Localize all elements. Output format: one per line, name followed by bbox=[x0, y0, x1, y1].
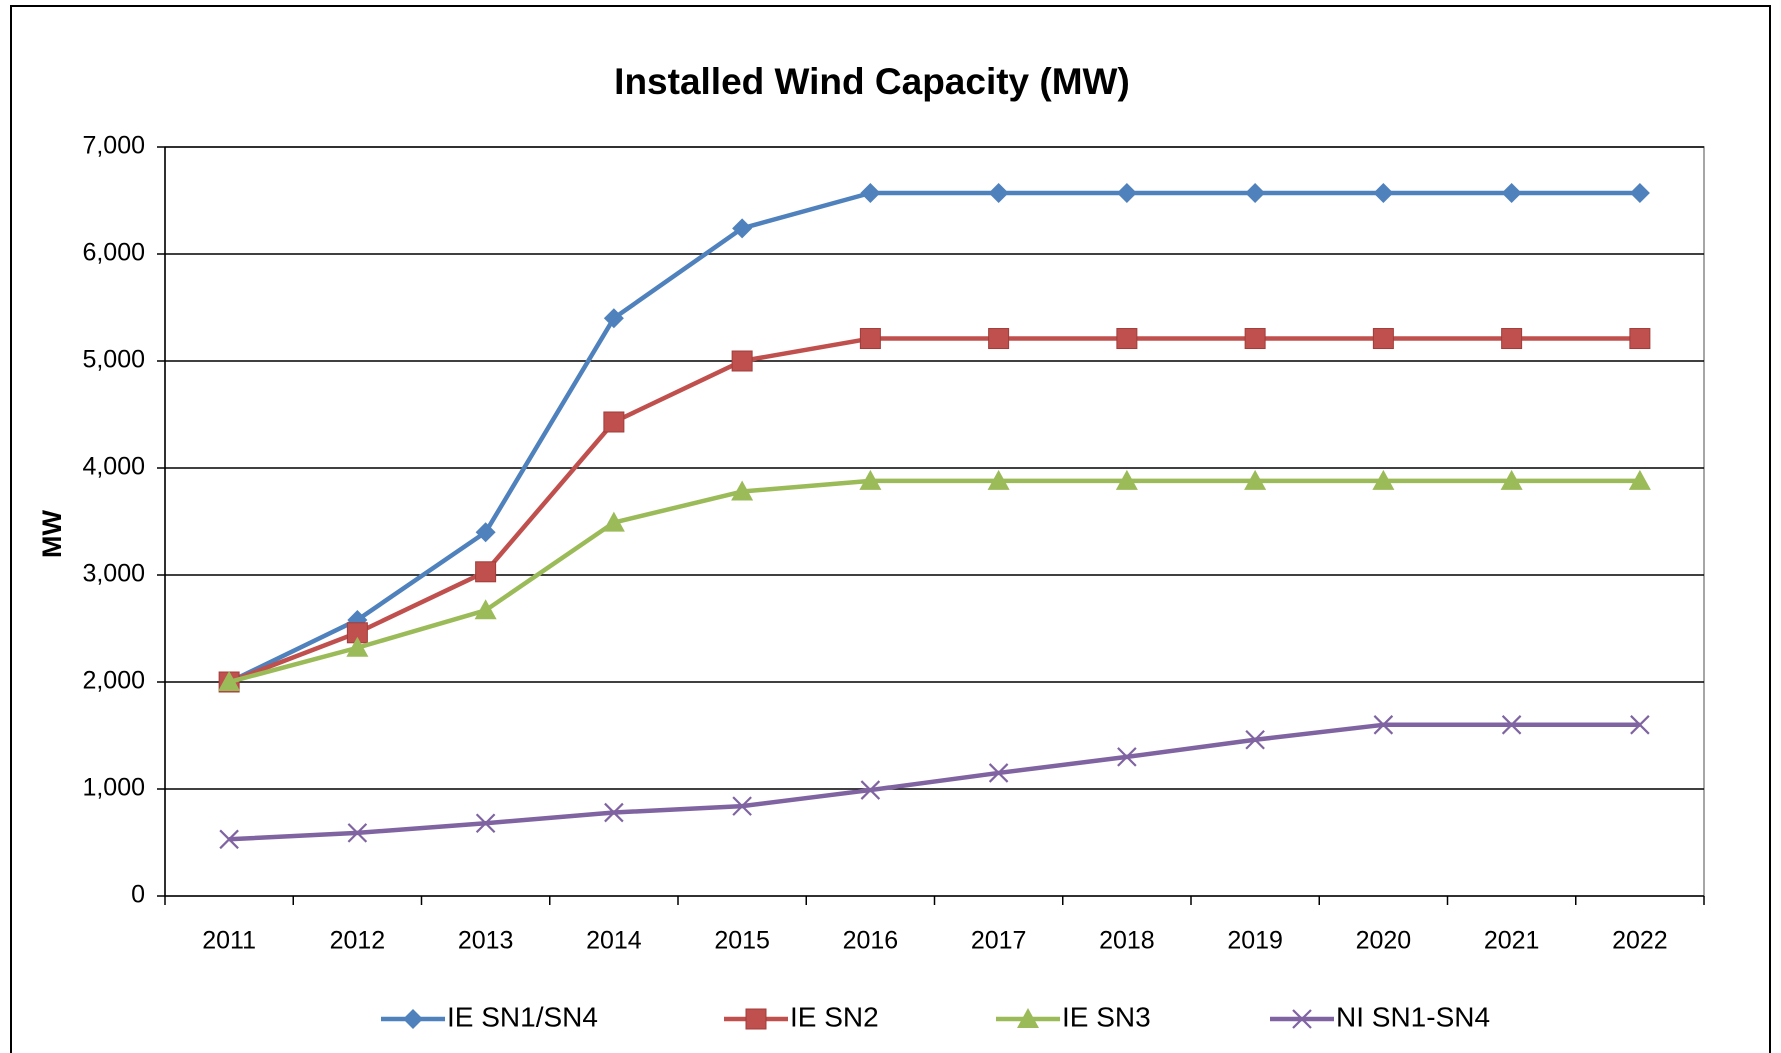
marker bbox=[346, 636, 369, 657]
x-tick-label: 2019 bbox=[1227, 927, 1283, 955]
marker bbox=[732, 218, 753, 239]
marker bbox=[603, 411, 625, 433]
marker bbox=[603, 308, 624, 329]
y-tick-label: 0 bbox=[131, 881, 145, 909]
marker bbox=[859, 469, 882, 490]
y-tick-label: 5,000 bbox=[82, 346, 145, 374]
marker bbox=[1244, 328, 1266, 350]
marker bbox=[1244, 469, 1267, 490]
x-tick-label: 2013 bbox=[458, 927, 514, 955]
marker bbox=[1116, 328, 1138, 350]
marker bbox=[988, 328, 1010, 350]
marker bbox=[1501, 715, 1522, 735]
marker bbox=[1629, 183, 1650, 204]
marker bbox=[347, 823, 368, 843]
marker bbox=[1115, 469, 1138, 490]
marker bbox=[731, 480, 754, 501]
marker bbox=[219, 829, 239, 850]
marker bbox=[475, 813, 496, 834]
marker bbox=[1501, 183, 1522, 204]
marker bbox=[1500, 469, 1523, 490]
legend-marker bbox=[1017, 1008, 1039, 1028]
marker bbox=[988, 763, 1009, 783]
marker bbox=[988, 183, 1009, 204]
x-tick-label: 2014 bbox=[586, 927, 642, 955]
x-tick-label: 2016 bbox=[843, 927, 899, 955]
marker bbox=[1629, 328, 1651, 350]
marker bbox=[1372, 328, 1394, 350]
marker bbox=[1630, 715, 1650, 735]
plot-area bbox=[164, 146, 1705, 897]
marker bbox=[987, 469, 1010, 490]
x-tick-label: 2020 bbox=[1356, 927, 1412, 955]
marker bbox=[218, 671, 241, 691]
marker bbox=[1372, 469, 1395, 490]
legend-label: NI SN1-SN4 bbox=[1336, 1001, 1490, 1032]
marker bbox=[1245, 183, 1266, 204]
marker bbox=[604, 802, 624, 823]
y-tick-label: 3,000 bbox=[82, 560, 145, 588]
series-line bbox=[228, 478, 1640, 685]
chart-title: Installed Wind Capacity (MW) bbox=[614, 61, 1130, 102]
y-axis-label: MW bbox=[37, 510, 67, 558]
marker bbox=[474, 599, 497, 620]
legend-label: IE SN3 bbox=[1062, 1001, 1151, 1032]
series-line bbox=[229, 722, 1640, 842]
x-tick-label: 2022 bbox=[1612, 927, 1668, 955]
marker bbox=[1117, 747, 1137, 767]
x-tick-label: 2017 bbox=[971, 927, 1027, 955]
marker bbox=[475, 561, 497, 583]
marker bbox=[1501, 328, 1523, 350]
y-tick-label: 1,000 bbox=[82, 774, 145, 802]
marker bbox=[475, 522, 496, 543]
marker bbox=[860, 183, 881, 204]
marker bbox=[859, 328, 881, 350]
marker bbox=[731, 350, 753, 372]
legend-marker bbox=[745, 1008, 767, 1030]
marker bbox=[1245, 730, 1265, 750]
marker bbox=[1373, 183, 1394, 204]
marker bbox=[1628, 469, 1651, 490]
marker bbox=[602, 511, 625, 532]
x-tick-label: 2011 bbox=[202, 927, 256, 955]
marker bbox=[1116, 183, 1137, 204]
marker bbox=[860, 780, 881, 800]
x-tick-label: 2021 bbox=[1484, 927, 1540, 955]
legend-marker bbox=[403, 1009, 423, 1029]
x-tick-label: 2018 bbox=[1099, 927, 1155, 955]
x-tick-label: 2015 bbox=[714, 927, 770, 955]
series-line bbox=[228, 336, 1640, 685]
legend-label: IE SN2 bbox=[790, 1001, 879, 1032]
marker bbox=[732, 796, 752, 816]
series-line bbox=[228, 190, 1640, 685]
y-tick-label: 7,000 bbox=[82, 132, 145, 160]
y-tick-label: 6,000 bbox=[82, 239, 145, 267]
x-tick-label: 2012 bbox=[330, 927, 386, 955]
y-tick-label: 4,000 bbox=[82, 453, 145, 481]
legend-marker bbox=[1292, 1009, 1312, 1029]
marker bbox=[1373, 715, 1394, 735]
y-tick-label: 2,000 bbox=[82, 667, 145, 695]
legend-label: IE SN1/SN4 bbox=[447, 1001, 598, 1032]
